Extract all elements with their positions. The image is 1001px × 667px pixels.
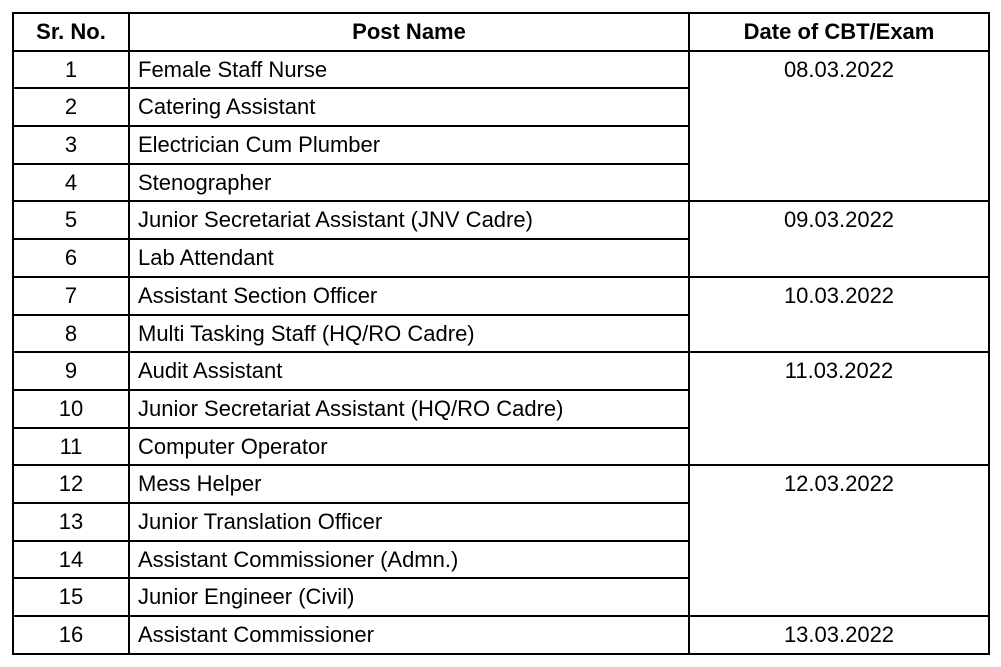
cell-sr-no: 9 [13, 352, 129, 390]
cell-sr-no: 16 [13, 616, 129, 654]
table-row: 9Audit Assistant11.03.2022 [13, 352, 989, 390]
cell-sr-no: 8 [13, 315, 129, 353]
cell-post-name: Female Staff Nurse [129, 51, 689, 89]
cell-exam-date: 13.03.2022 [689, 616, 989, 654]
cell-sr-no: 15 [13, 578, 129, 616]
cell-sr-no: 3 [13, 126, 129, 164]
cell-sr-no: 2 [13, 88, 129, 126]
col-header-post-name: Post Name [129, 13, 689, 51]
cell-post-name: Catering Assistant [129, 88, 689, 126]
cell-exam-date: 11.03.2022 [689, 352, 989, 465]
cell-post-name: Junior Secretariat Assistant (HQ/RO Cadr… [129, 390, 689, 428]
cell-post-name: Assistant Commissioner [129, 616, 689, 654]
col-header-date: Date of CBT/Exam [689, 13, 989, 51]
cell-exam-date: 10.03.2022 [689, 277, 989, 352]
cell-post-name: Assistant Commissioner (Admn.) [129, 541, 689, 579]
cell-sr-no: 13 [13, 503, 129, 541]
cell-post-name: Multi Tasking Staff (HQ/RO Cadre) [129, 315, 689, 353]
cell-sr-no: 1 [13, 51, 129, 89]
cell-post-name: Stenographer [129, 164, 689, 202]
table-row: 16Assistant Commissioner13.03.2022 [13, 616, 989, 654]
exam-schedule-table: Sr. No. Post Name Date of CBT/Exam 1Fema… [12, 12, 990, 655]
cell-sr-no: 5 [13, 201, 129, 239]
cell-sr-no: 6 [13, 239, 129, 277]
cell-sr-no: 4 [13, 164, 129, 202]
cell-post-name: Mess Helper [129, 465, 689, 503]
table-row: 5Junior Secretariat Assistant (JNV Cadre… [13, 201, 989, 239]
table-row: 1Female Staff Nurse08.03.2022 [13, 51, 989, 89]
table-header-row: Sr. No. Post Name Date of CBT/Exam [13, 13, 989, 51]
cell-sr-no: 14 [13, 541, 129, 579]
col-header-sr-no: Sr. No. [13, 13, 129, 51]
table-row: 7Assistant Section Officer10.03.2022 [13, 277, 989, 315]
cell-post-name: Junior Translation Officer [129, 503, 689, 541]
cell-post-name: Computer Operator [129, 428, 689, 466]
cell-post-name: Junior Engineer (Civil) [129, 578, 689, 616]
cell-exam-date: 08.03.2022 [689, 51, 989, 202]
cell-sr-no: 7 [13, 277, 129, 315]
cell-exam-date: 09.03.2022 [689, 201, 989, 276]
table-row: 12Mess Helper12.03.2022 [13, 465, 989, 503]
cell-exam-date: 12.03.2022 [689, 465, 989, 616]
cell-sr-no: 11 [13, 428, 129, 466]
cell-sr-no: 12 [13, 465, 129, 503]
cell-post-name: Lab Attendant [129, 239, 689, 277]
table-body: 1Female Staff Nurse08.03.20222Catering A… [13, 51, 989, 654]
cell-post-name: Junior Secretariat Assistant (JNV Cadre) [129, 201, 689, 239]
cell-post-name: Electrician Cum Plumber [129, 126, 689, 164]
cell-post-name: Assistant Section Officer [129, 277, 689, 315]
cell-post-name: Audit Assistant [129, 352, 689, 390]
cell-sr-no: 10 [13, 390, 129, 428]
